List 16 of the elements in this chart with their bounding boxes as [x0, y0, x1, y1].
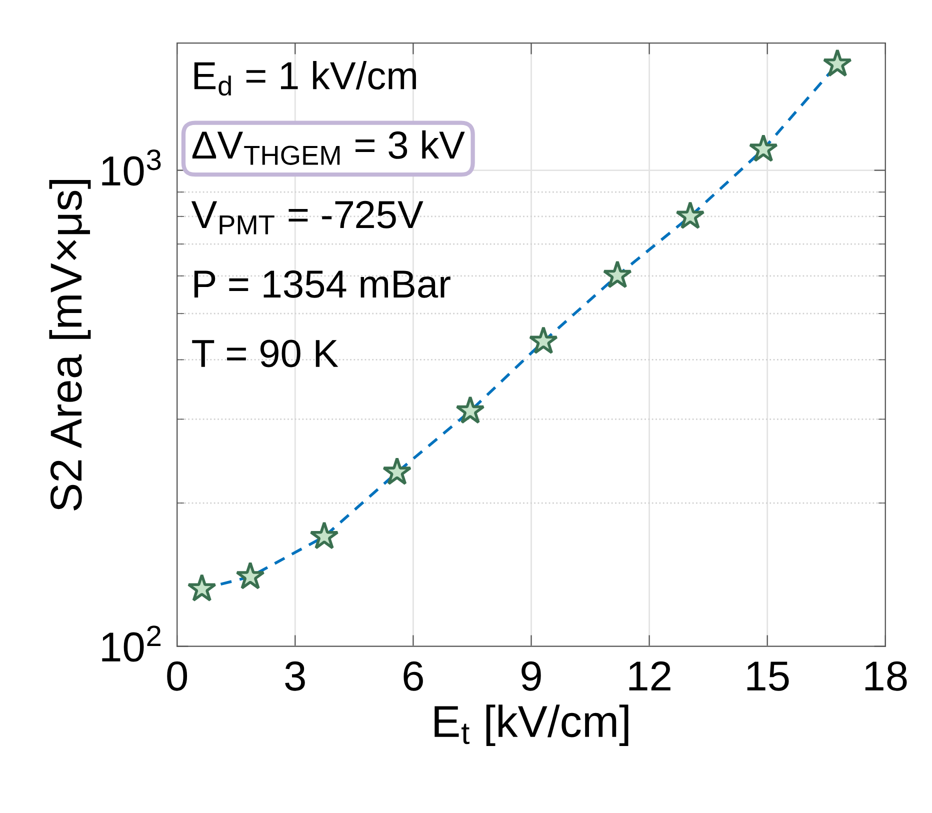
- annotation: P = 1354 mBar: [194, 270, 450, 298]
- annotation: V$_{PMT}$ = -725V: [191, 200, 424, 234]
- x-axis-title: E$_{t}$ [kV/cm]: [434, 704, 628, 746]
- x-tick-label: 18: [865, 661, 907, 691]
- x-tick-label: 0: [167, 661, 188, 691]
- x-tick-label: 6: [404, 661, 423, 691]
- annotation: E$_{d}$ = 1 kV/cm: [194, 60, 416, 96]
- x-tick-label: 3: [285, 661, 305, 691]
- annotation: ΔV$_{THGEM}$ = 3 kV: [192, 130, 465, 165]
- annotation: T = 90 K: [192, 340, 338, 368]
- x-tick-label: 15: [747, 662, 789, 691]
- y-tick-label: 10$^{3}$: [102, 150, 161, 186]
- x-tick-label: 12: [629, 661, 670, 690]
- y-tick-label: 10$^{2}$: [102, 626, 161, 662]
- x-tick-label: 9: [522, 661, 541, 691]
- y-axis-title: S2 Area [mV×μs]: [49, 180, 91, 511]
